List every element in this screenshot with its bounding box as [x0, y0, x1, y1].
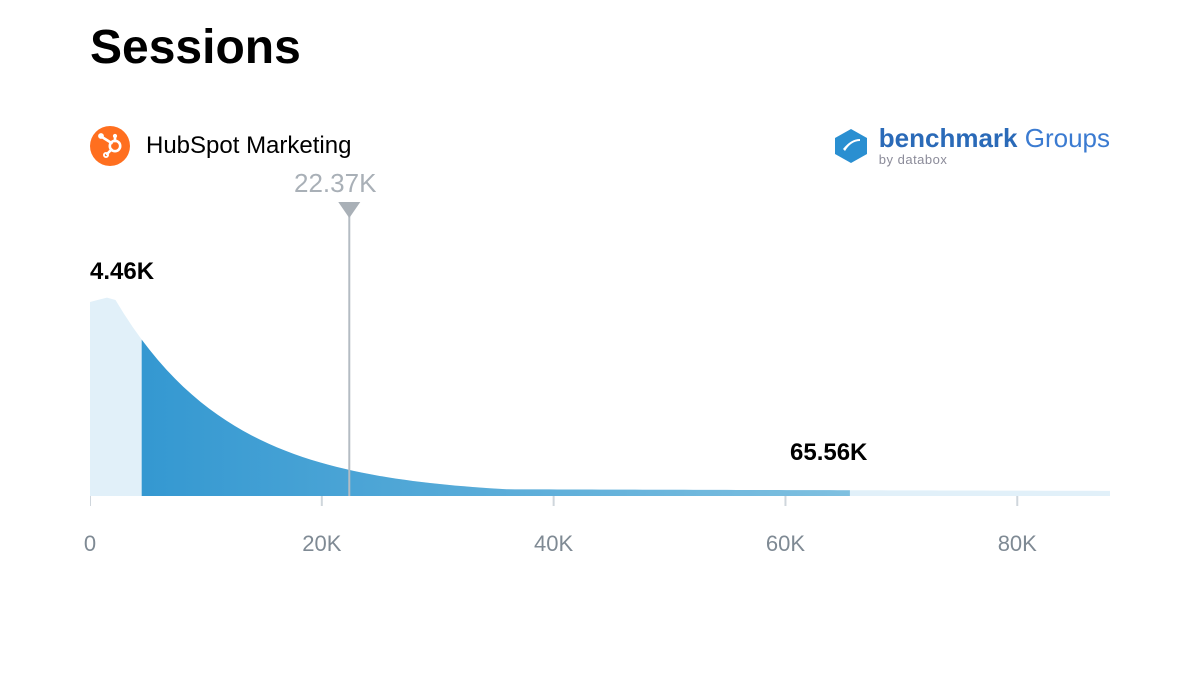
- data-source: HubSpot Marketing: [90, 126, 351, 166]
- x-axis-tick-label: 60K: [766, 531, 805, 557]
- peak-value-label: 4.46K: [90, 258, 154, 286]
- page-title: Sessions: [90, 20, 1110, 75]
- databox-icon: [833, 127, 869, 165]
- distribution-chart: 22.37K 4.46K 65.56K 020K40K60K80K: [90, 196, 1110, 556]
- header-row: HubSpot Marketing benchmark Groups by da…: [90, 125, 1110, 166]
- x-axis-tick-label: 40K: [534, 531, 573, 557]
- hubspot-icon: [90, 126, 130, 166]
- x-axis-tick-label: 80K: [998, 531, 1037, 557]
- tail-value-label: 65.56K: [790, 439, 867, 467]
- x-axis-tick-label: 20K: [302, 531, 341, 557]
- median-marker-label: 22.37K: [294, 168, 376, 199]
- brand-subtitle: by databox: [879, 153, 1110, 166]
- brand-logo: benchmark Groups by databox: [833, 125, 1110, 166]
- x-axis-tick-label: 0: [84, 531, 96, 557]
- data-source-label: HubSpot Marketing: [146, 132, 351, 160]
- chart-svg: [90, 196, 1110, 556]
- brand-name: benchmark Groups: [879, 125, 1110, 151]
